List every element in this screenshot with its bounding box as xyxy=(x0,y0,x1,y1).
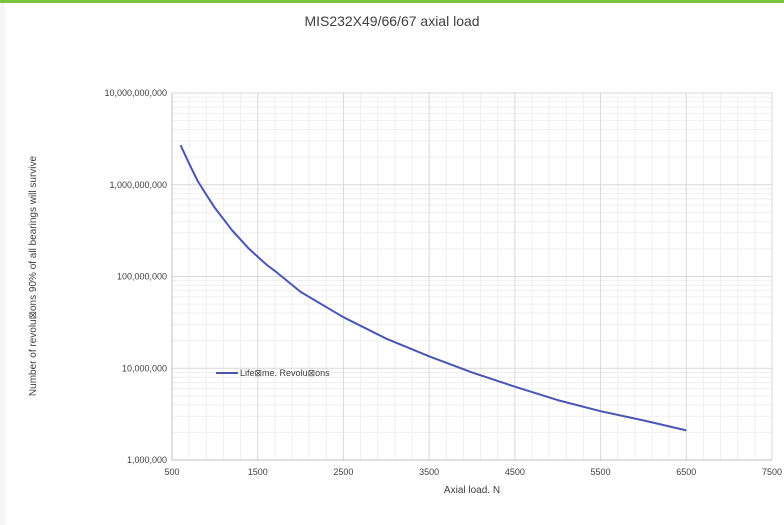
grid xyxy=(171,92,773,461)
top-accent-bar xyxy=(0,0,784,3)
x-tick-label: 500 xyxy=(164,467,179,477)
x-tick-label: 7500 xyxy=(762,467,782,477)
x-tick-labels: 500 1500 2500 3500 4500 5500 6500 7500 xyxy=(164,467,782,477)
axes xyxy=(171,93,772,461)
y-tick-label: 1,000,000 xyxy=(127,455,167,465)
y-axis-title: Number of revolu⊠ons 90% of all bearings… xyxy=(28,155,39,396)
x-axis-title: Axial load. N xyxy=(444,485,500,496)
chart-title: MIS232X49/66/67 axial load xyxy=(304,13,479,29)
y-tick-label: 10,000,000 xyxy=(122,363,167,373)
x-tick-label: 1500 xyxy=(248,467,268,477)
x-tick-label: 2500 xyxy=(333,467,353,477)
x-tick-label: 3500 xyxy=(419,467,439,477)
y-tick-label: 10,000,000,000 xyxy=(104,88,167,98)
series-line xyxy=(179,144,687,432)
x-tick-label: 6500 xyxy=(676,467,696,477)
legend-label: Life⊠me. Revolu⊠ons xyxy=(240,368,330,378)
y-tick-label: 1,000,000,000 xyxy=(109,180,167,190)
x-tick-label: 4500 xyxy=(505,467,525,477)
x-tick-label: 5500 xyxy=(591,467,611,477)
y-tick-label: 100,000,000 xyxy=(117,272,167,282)
left-margin-strip xyxy=(0,3,5,525)
legend: Life⊠me. Revolu⊠ons xyxy=(216,368,330,378)
series-layer xyxy=(179,144,687,432)
y-tick-labels: 1,000,000 10,000,000 100,000,000 1,000,000,… xyxy=(104,88,167,465)
